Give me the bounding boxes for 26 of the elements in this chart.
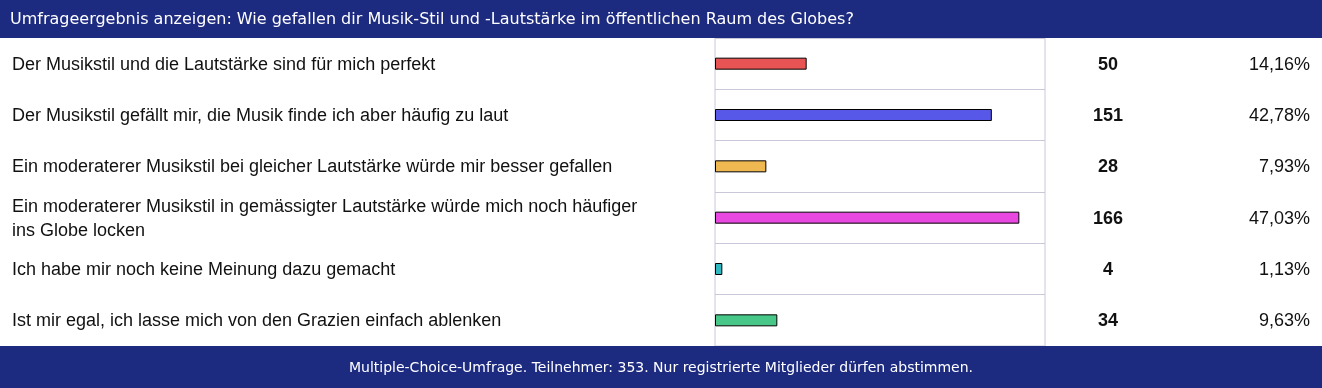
bar xyxy=(715,160,767,173)
bar xyxy=(715,57,807,70)
y-tick-label: Der Musikstil und die Lautstärke sind für mich perfekt xyxy=(12,53,436,74)
data-label: 4 xyxy=(1102,259,1114,279)
text: Multiple-Choice-Umfrage. Teilnehmer: 353. Nur registrierte Mitglieder dürfen abstimmen. xyxy=(0,346,1322,388)
y-tick-label: Ich habe mir noch keine Meinung dazu gemacht xyxy=(12,259,396,279)
text: 9,63% xyxy=(1258,310,1310,331)
text: Umfrageergebnis anzeigen: Wie gefallen dir Musik-Stil und -Lautstärke im öffentlichen Raum des Globes? xyxy=(0,0,1322,38)
data-label: 28 xyxy=(1097,156,1119,177)
bar xyxy=(715,263,723,275)
y-tick-label: Ein moderaterer Musikstil in gemässigter Lautstärke würde mich noch häufiger ins Globe locken xyxy=(12,195,643,240)
text: 7,93% xyxy=(1258,156,1310,177)
bar xyxy=(715,211,1020,224)
bar xyxy=(715,314,778,327)
data-label: 166 xyxy=(1092,207,1124,228)
data-label: 151 xyxy=(1092,105,1124,125)
bar xyxy=(715,109,992,121)
data-label: 50 xyxy=(1097,53,1119,74)
text: 1,13% xyxy=(1258,259,1310,279)
text: 42,78% xyxy=(1248,105,1310,125)
data-label: 34 xyxy=(1097,310,1119,331)
text: 14,16% xyxy=(1248,53,1310,74)
y-tick-label: Ein moderaterer Musikstil bei gleicher Lautstärke würde mir besser gefallen xyxy=(12,156,613,177)
text: 47,03% xyxy=(1248,207,1310,228)
y-tick-label: Der Musikstil gefällt mir, die Musik finde ich aber häufig zu laut xyxy=(12,105,509,125)
y-tick-label: Ist mir egal, ich lasse mich von den Grazien einfach ablenken xyxy=(12,310,502,331)
